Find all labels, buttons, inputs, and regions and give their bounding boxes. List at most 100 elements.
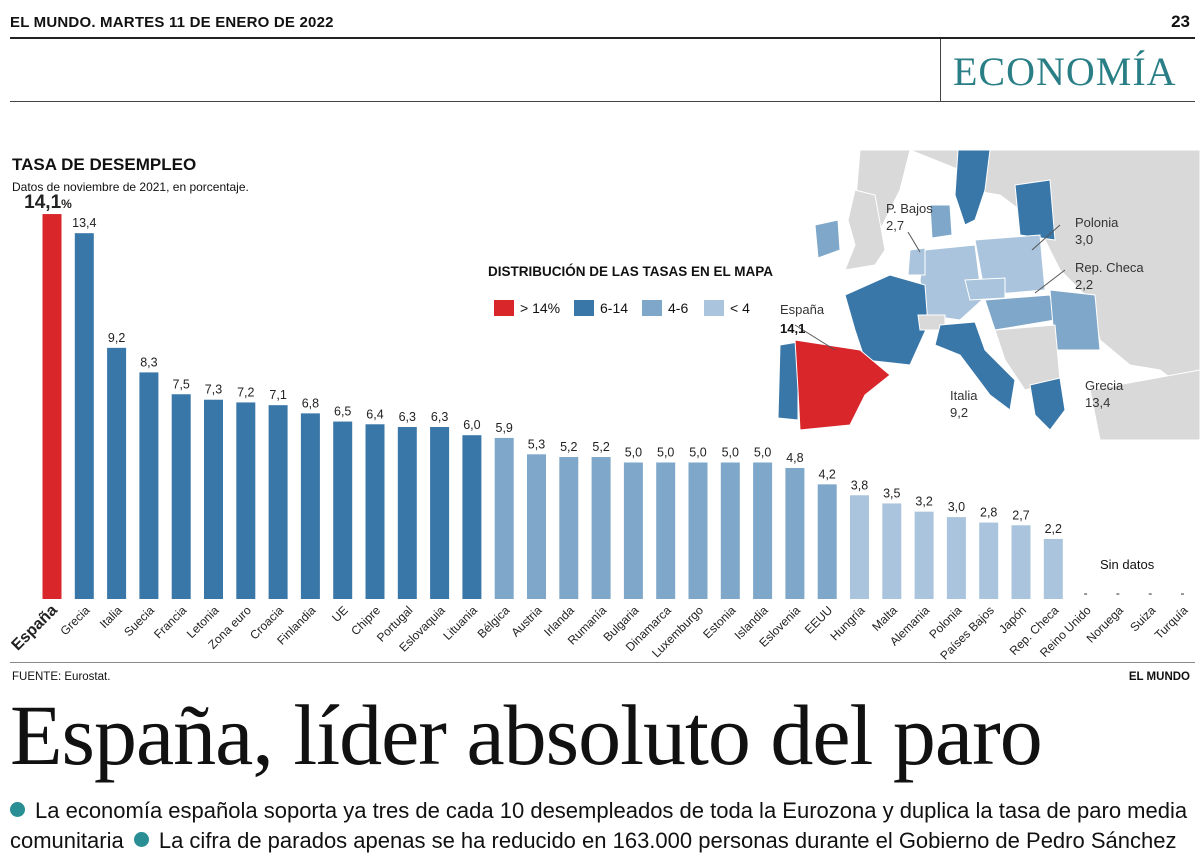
bar	[882, 503, 902, 599]
map-portugal	[777, 341, 799, 421]
category-label: Grecia	[58, 603, 93, 638]
map-netherlands	[907, 247, 926, 276]
bullet-icon	[133, 832, 149, 847]
bar	[494, 437, 514, 599]
bullet-icon	[10, 802, 25, 817]
value-label: 6,3	[399, 410, 416, 424]
bar	[946, 517, 966, 599]
value-label: 5,3	[528, 437, 545, 451]
bar	[107, 347, 127, 599]
bar	[333, 421, 353, 599]
value-label: 14,1%	[24, 192, 72, 213]
bar	[462, 435, 482, 599]
category-label: UE	[329, 603, 351, 625]
value-label: 6,0	[463, 418, 480, 432]
section-divider	[940, 39, 941, 101]
bar	[236, 402, 256, 599]
value-label: 3,8	[851, 478, 868, 492]
bar	[204, 399, 223, 599]
chart-subtitle: Datos de noviembre de 2021, en porcentaj…	[12, 180, 249, 194]
value-label: 5,0	[625, 446, 642, 460]
value-label: 13,4	[72, 216, 96, 230]
value-label: 3,5	[883, 486, 900, 500]
category-label: Bélgica	[475, 603, 513, 641]
category-label: Estonia	[700, 603, 738, 641]
legend-swatch	[574, 300, 594, 316]
map-label-pl: Polonia	[1075, 215, 1119, 230]
bar	[688, 462, 708, 599]
europe-map: P. Bajos 2,7 Polonia 3,0 Rep. Checa 2,2 …	[760, 150, 1200, 440]
legend-item-over14: > 14%	[494, 300, 560, 316]
legend-swatch	[704, 300, 724, 316]
value-label: 7,3	[205, 383, 222, 397]
bar	[365, 424, 385, 599]
subhead-line-2: comunitaria La cifra de parados apenas s…	[10, 830, 1176, 852]
map-label-es: España	[780, 302, 825, 317]
bar	[430, 427, 450, 599]
value-label: 7,5	[173, 377, 190, 391]
category-label: Hungría	[828, 603, 868, 643]
map-germany	[919, 244, 983, 321]
value-label: 3,0	[948, 500, 965, 514]
category-label: Lituania	[440, 603, 480, 643]
value-label: 4,8	[786, 451, 803, 465]
map-sweden	[954, 150, 991, 226]
legend-item-4-6: 4-6	[642, 300, 688, 316]
value-label: 5,2	[592, 440, 609, 454]
chart-title: TASA DE DESEMPLEO	[12, 155, 197, 174]
value-label: 5,0	[689, 446, 706, 460]
bar	[753, 462, 773, 599]
legend-label: > 14%	[520, 300, 561, 316]
category-label: Austria	[508, 603, 545, 640]
legend-swatch	[494, 300, 514, 316]
bar-chart: 14,1% España 13,4 Grecia 9,2 Italia 8,3 Suecia 7…	[9, 192, 1191, 660]
map-value-es: 14,1	[780, 321, 805, 336]
map-value-nl: 2,7	[886, 218, 904, 233]
category-label: Suecia	[121, 603, 157, 639]
value-label: 6,8	[302, 396, 319, 410]
value-label: -	[1148, 586, 1152, 600]
bar	[850, 495, 869, 599]
legend-item-6-14: 6-14	[574, 300, 628, 316]
value-label: 9,2	[108, 331, 125, 345]
value-label: 2,2	[1045, 522, 1062, 536]
value-label: 5,2	[560, 440, 577, 454]
bar	[139, 372, 159, 599]
bar	[559, 457, 579, 599]
legend-label: 6-14	[600, 300, 629, 316]
legend-swatch	[642, 300, 662, 316]
value-label: 5,0	[754, 446, 771, 460]
map-value-cz: 2,2	[1075, 277, 1093, 292]
map-label-gr: Grecia	[1085, 378, 1124, 393]
bar	[591, 457, 611, 599]
bar	[1043, 538, 1063, 599]
value-label: 6,3	[431, 410, 448, 424]
map-turkey	[1089, 369, 1200, 440]
value-label: 4,2	[819, 467, 836, 481]
map-italy	[934, 321, 1016, 411]
value-label: 6,4	[366, 407, 383, 421]
value-label: 2,7	[1012, 508, 1029, 522]
header-rule	[10, 37, 1195, 39]
map-value-pl: 3,0	[1075, 232, 1093, 247]
value-label: 3,2	[915, 495, 932, 509]
subhead-text: comunitaria	[10, 828, 124, 853]
bar	[74, 233, 94, 599]
bar	[1011, 525, 1031, 599]
bar	[817, 484, 837, 599]
bar	[623, 462, 643, 599]
bar	[785, 467, 805, 599]
subhead-text: La cifra de parados apenas se ha reducid…	[158, 828, 1177, 853]
map-denmark	[929, 204, 953, 239]
category-label: Italia	[97, 603, 125, 631]
subhead-text: La economía española soporta ya tres de …	[35, 798, 1188, 823]
newspaper-date: EL MUNDO. MARTES 11 DE ENERO DE 2022	[10, 14, 334, 31]
map-france	[844, 274, 929, 366]
legend-title: DISTRIBUCIÓN DE LAS TASAS EN EL MAPA	[488, 264, 774, 279]
value-label: 5,0	[722, 446, 739, 460]
map-baltics	[1014, 179, 1056, 241]
section-title: ECONOMÍA	[953, 49, 1177, 94]
bar	[397, 427, 417, 599]
value-label: 2,8	[980, 506, 997, 520]
value-label: -	[1181, 586, 1185, 600]
